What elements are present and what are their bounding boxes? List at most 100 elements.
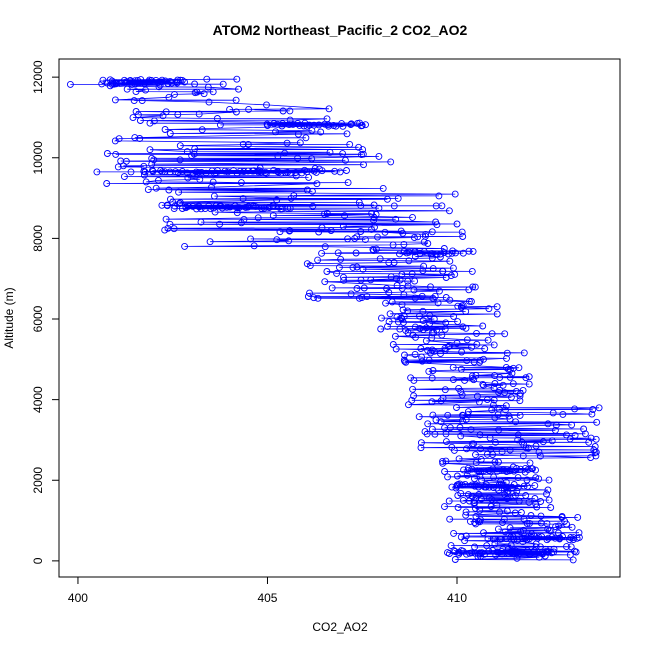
data-point [393, 282, 401, 289]
data-point [410, 286, 418, 294]
data-point [136, 135, 144, 142]
data-point [359, 265, 367, 273]
data-point [490, 384, 498, 392]
data-point [273, 236, 281, 244]
data-point [369, 245, 377, 253]
data-point [485, 305, 493, 313]
data-point [140, 171, 148, 179]
data-point [571, 405, 579, 413]
data-point [457, 432, 465, 440]
data-point [272, 128, 280, 136]
data-point [262, 170, 270, 177]
data-point [492, 438, 499, 446]
data-point [353, 285, 361, 292]
data-point [335, 263, 343, 271]
data-point [171, 90, 178, 98]
data-point [533, 503, 541, 511]
data-point [550, 545, 558, 553]
data-point [536, 452, 544, 460]
data-point [181, 242, 189, 250]
data-point [493, 548, 501, 556]
data-point [235, 85, 242, 93]
data-point [483, 396, 491, 404]
data-point [195, 202, 203, 210]
data-point [383, 285, 391, 292]
data-point [237, 179, 245, 187]
data-point [459, 249, 467, 257]
x-axis: 400 405 410 [68, 576, 467, 605]
data-point [341, 212, 349, 220]
data-point [167, 195, 174, 203]
y-tick-label: 8000 [31, 225, 45, 252]
data-point [132, 88, 140, 96]
data-point [328, 284, 336, 292]
data-point [491, 540, 499, 548]
data-point [470, 376, 478, 384]
data-point [512, 418, 520, 426]
data-point [476, 549, 484, 557]
data-point [285, 121, 293, 129]
data-point [176, 199, 183, 207]
data-point [445, 343, 453, 350]
data-point [531, 495, 539, 502]
data-point [389, 341, 397, 348]
data-point [419, 326, 427, 334]
data-point [516, 397, 524, 405]
data-point [480, 529, 487, 537]
data-point [555, 522, 563, 530]
data-point [445, 497, 453, 505]
data-point [233, 204, 241, 212]
data-point [219, 80, 227, 88]
data-point [269, 212, 277, 219]
data-point [418, 357, 426, 365]
data-point [495, 481, 503, 489]
data-point [235, 204, 243, 212]
data-point [471, 283, 479, 291]
data-point [468, 372, 476, 380]
data-point [429, 265, 437, 273]
data-point [459, 323, 467, 331]
data-point [321, 243, 329, 251]
data-point [438, 331, 446, 339]
data-point [190, 150, 198, 158]
data-point [522, 374, 530, 382]
data-point [178, 205, 186, 212]
data-point [375, 152, 383, 160]
data-point [362, 121, 369, 129]
data-point [494, 525, 502, 533]
data-point [471, 475, 478, 483]
data-point [323, 210, 331, 217]
data-point [524, 483, 531, 491]
data-point [501, 389, 509, 397]
data-point [148, 77, 155, 84]
data-point [276, 228, 284, 236]
data-point [476, 506, 484, 514]
data-point [239, 140, 247, 148]
data-point [494, 411, 502, 419]
data-point [116, 79, 124, 87]
data-point [493, 303, 501, 311]
data-point [456, 424, 464, 431]
data-point [146, 119, 154, 127]
data-point [242, 203, 250, 211]
data-point [417, 439, 425, 447]
data-point [428, 346, 436, 354]
y-tick-label: 12000 [31, 60, 45, 94]
data-point [397, 314, 405, 322]
data-point [173, 79, 181, 87]
data-point [535, 475, 543, 483]
data-point [209, 178, 217, 186]
data-point [198, 168, 206, 176]
data-point [459, 496, 467, 504]
data-point [363, 293, 371, 301]
data-point [534, 534, 542, 542]
data-point [495, 486, 503, 494]
data-point [506, 467, 514, 475]
data-point [568, 421, 576, 429]
data-point [303, 186, 311, 194]
data-point [281, 149, 289, 157]
data-point [239, 195, 247, 203]
data-point [595, 404, 603, 412]
data-point [397, 227, 405, 235]
data-point [132, 108, 140, 115]
